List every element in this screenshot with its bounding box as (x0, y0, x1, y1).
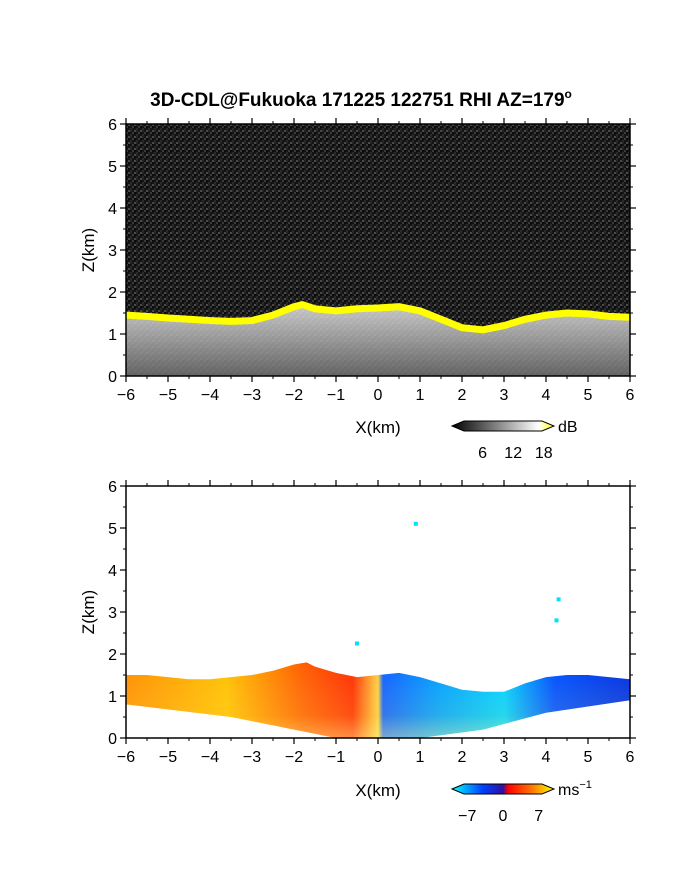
x-tick-label: −6 (117, 387, 135, 404)
velocity-panel: −6 −5 −4 −3 −2 −1 0 1 2 3 4 5 6 0 1 2 3 4 5 6 X(km) Z(km) m… (79, 479, 636, 825)
y-tick-label: 3 (108, 605, 117, 622)
x-tick-label: 2 (458, 387, 467, 404)
x-tick-label: 0 (374, 387, 383, 404)
outlier-points (355, 521, 561, 646)
x-tick-label: 5 (584, 387, 593, 404)
x-tick-label: 2 (458, 749, 467, 766)
yellow-boundary (126, 300, 630, 334)
colorbar-tick-label: 0 (499, 808, 508, 825)
x-tick-label: 6 (626, 387, 635, 404)
x-tick-label: 0 (374, 749, 383, 766)
colorbar-bar (450, 783, 556, 795)
x-tick-label: 1 (416, 749, 425, 766)
y-tick-label: 0 (108, 731, 117, 748)
y-tick-label: 6 (108, 479, 117, 496)
x-tick-label: −4 (201, 749, 219, 766)
outlier-point (413, 521, 418, 526)
colorbar-tick-label: 6 (478, 445, 487, 462)
x-tick-label: −5 (159, 749, 177, 766)
colorbar-unit: ms−1 (558, 779, 592, 799)
y-tick-label: 4 (108, 201, 117, 218)
colorbar: dB 6 12 18 (450, 419, 578, 462)
x-tick-label: −5 (159, 387, 177, 404)
x-tick-label: −3 (243, 387, 261, 404)
axis-ticks: −6 −5 −4 −3 −2 −1 0 1 2 3 4 5 6 0 1 2 3 4 5 6 (108, 479, 636, 766)
y-axis-label: Z(km) (79, 228, 98, 272)
x-tick-label: −2 (285, 749, 303, 766)
y-tick-label: 1 (108, 689, 117, 706)
outlier-point (355, 641, 359, 646)
colorbar-tick-label: −7 (458, 808, 476, 825)
y-tick-label: 4 (108, 563, 117, 580)
y-tick-label: 2 (108, 285, 117, 302)
x-tick-label: 3 (500, 387, 509, 404)
colorbar-bar (450, 420, 556, 432)
y-tick-label: 6 (108, 117, 117, 134)
y-tick-label: 0 (108, 369, 117, 386)
colorbar-unit: dB (558, 419, 578, 436)
y-tick-label: 5 (108, 521, 117, 538)
figure-title: 3D-CDL@Fukuoka 171225 122751 RHI AZ=179o (150, 87, 572, 111)
outlier-point (554, 618, 559, 623)
colorbar: ms−1 −7 0 7 (450, 779, 592, 825)
x-axis-label: X(km) (355, 781, 400, 800)
velocity-shading (126, 662, 630, 738)
y-tick-label: 3 (108, 243, 117, 260)
x-tick-label: −1 (327, 387, 345, 404)
x-tick-label: 6 (626, 749, 635, 766)
x-tick-label: −6 (117, 749, 135, 766)
x-tick-label: −2 (285, 387, 303, 404)
x-axis-label: X(km) (355, 418, 400, 437)
x-tick-label: −4 (201, 387, 219, 404)
x-tick-label: 3 (500, 749, 509, 766)
y-tick-label: 1 (108, 327, 117, 344)
outlier-point (556, 597, 561, 602)
x-tick-label: 1 (416, 387, 425, 404)
colorbar-tick-label: 7 (534, 808, 543, 825)
x-tick-label: −3 (243, 749, 261, 766)
x-tick-label: 5 (584, 749, 593, 766)
y-tick-label: 5 (108, 159, 117, 176)
axis-ticks: −6 −5 −4 −3 −2 −1 0 1 2 3 4 5 6 0 1 2 3 4 5 6 (108, 117, 636, 404)
y-tick-label: 2 (108, 647, 117, 664)
x-tick-label: 4 (542, 387, 551, 404)
x-tick-label: −1 (327, 749, 345, 766)
y-axis-label: Z(km) (79, 590, 98, 634)
colorbar-tick-label: 18 (535, 445, 553, 462)
colorbar-tick-label: 12 (504, 445, 522, 462)
x-tick-label: 4 (542, 749, 551, 766)
